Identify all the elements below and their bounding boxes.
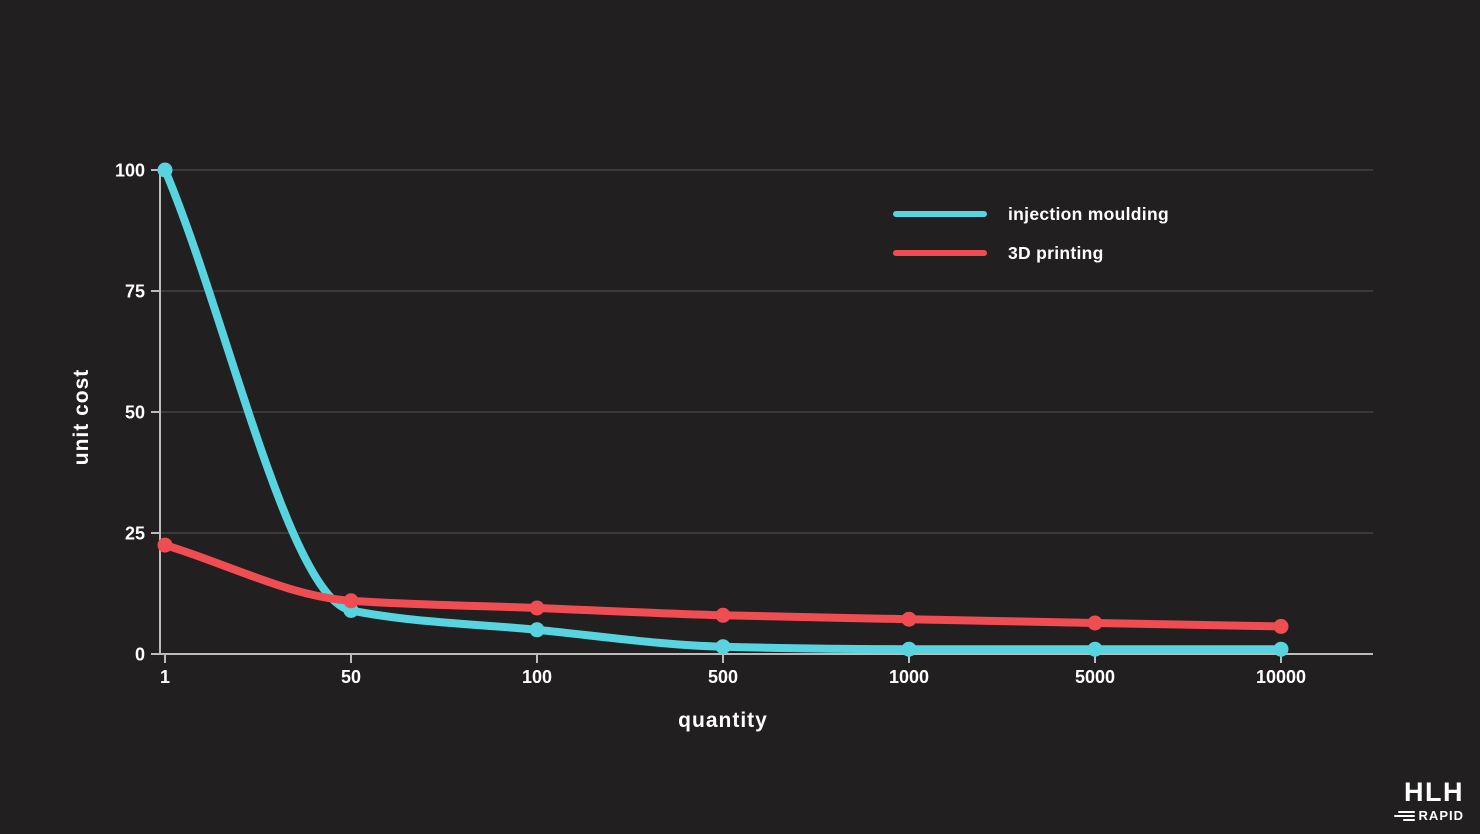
legend-label-injection-moulding: injection moulding: [1008, 203, 1169, 224]
y-tick-label: 25: [125, 524, 145, 544]
legend-label-3d-printing: 3D printing: [1008, 242, 1104, 263]
data-point-injection-moulding: [157, 162, 173, 178]
data-point-3d-printing: [529, 600, 545, 616]
data-point-3d-printing: [1273, 618, 1289, 634]
data-point-3d-printing: [715, 607, 731, 623]
data-point-injection-moulding: [1087, 641, 1103, 657]
x-axis-title: quantity: [678, 709, 768, 732]
legend: injection moulding 3D printing: [893, 201, 1169, 279]
x-tick-label: 50: [341, 667, 361, 687]
logo-hlh-text: HLH: [1404, 777, 1464, 807]
data-point-3d-printing: [1087, 615, 1103, 631]
logo-rapid-text: RAPID: [1418, 808, 1464, 823]
legend-item-3d-printing: 3D printing: [893, 240, 1169, 266]
y-tick-label: 100: [115, 161, 145, 181]
x-tick-label: 1: [160, 667, 170, 687]
speed-lines-icon: [1393, 810, 1415, 821]
y-tick-label: 50: [125, 403, 145, 423]
y-tick-label: 75: [125, 282, 145, 302]
logo-rapid-row: RAPID: [1393, 808, 1464, 823]
x-tick-label: 100: [522, 667, 552, 687]
data-point-3d-printing: [343, 593, 359, 609]
data-point-injection-moulding: [715, 639, 731, 655]
hlh-rapid-logo: HLH RAPID: [1393, 777, 1464, 823]
legend-swatch-injection-moulding: [893, 211, 987, 217]
x-tick-label: 10000: [1256, 667, 1306, 687]
y-tick-label: 0: [135, 645, 145, 665]
y-axis-title: unit cost: [70, 368, 93, 466]
data-point-injection-moulding: [529, 622, 545, 638]
data-point-3d-printing: [901, 611, 917, 627]
data-point-3d-printing: [157, 537, 173, 553]
x-tick-label: 5000: [1075, 667, 1115, 687]
x-tick-label: 1000: [889, 667, 929, 687]
x-tick-label: 500: [708, 667, 738, 687]
legend-item-injection-moulding: injection moulding: [893, 201, 1169, 227]
legend-swatch-3d-printing: [893, 250, 987, 256]
data-point-injection-moulding: [1273, 641, 1289, 657]
data-point-injection-moulding: [901, 641, 917, 657]
